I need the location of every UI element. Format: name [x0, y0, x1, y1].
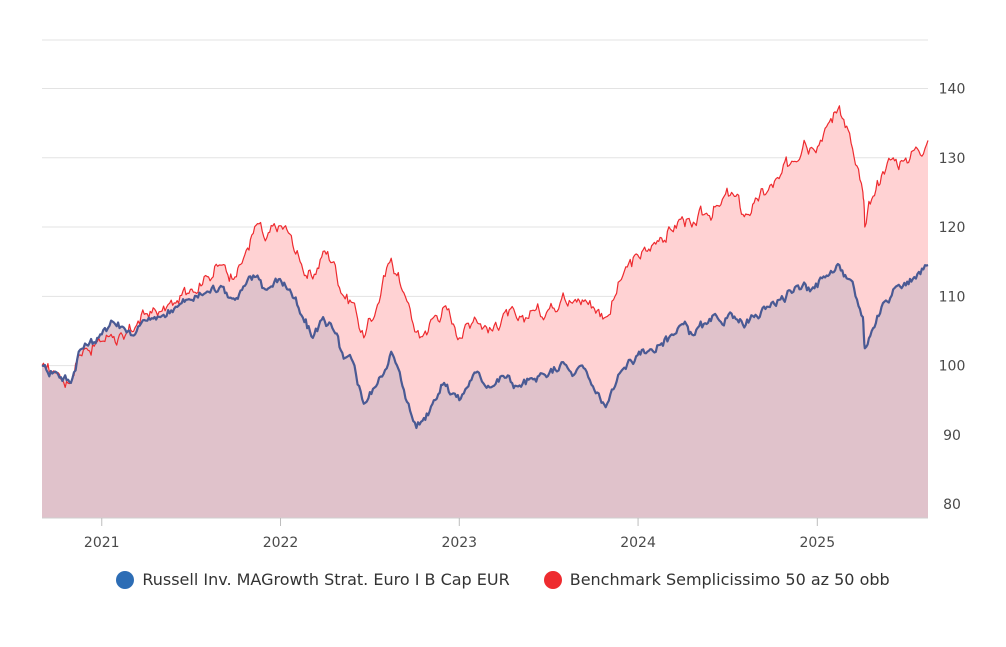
legend-marker-fund [116, 570, 135, 589]
performance-chart: 80 90 100 110 120 130 140 2021 2022 2023 2024 2025 [41, 39, 965, 551]
x-tick-label-2022: 2022 [263, 535, 299, 551]
legend-label-benchmark: Benchmark Semplicissimo 50 az 50 obb [569, 570, 890, 589]
y-tick-label-90: 90 [943, 428, 961, 444]
legend-marker-benchmark [543, 570, 562, 589]
y-tick-label-120: 120 [939, 220, 966, 236]
area-series-1 [42, 264, 928, 518]
x-tick-label-2024: 2024 [620, 535, 656, 551]
series-areas [42, 105, 928, 519]
y-tick-label-140: 140 [939, 81, 966, 97]
x-tick-label-2021: 2021 [84, 535, 120, 551]
line-series-0 [41, 105, 929, 388]
line-series-1 [41, 262, 929, 430]
legend-item-benchmark[interactable]: Benchmark Semplicissimo 50 az 50 obb [543, 570, 890, 589]
x-tick-label-2025: 2025 [799, 535, 835, 551]
series-lines [41, 105, 929, 430]
axes: 80 90 100 110 120 130 140 2021 2022 2023 2024 2025 [42, 81, 965, 551]
y-tick-label-80: 80 [943, 497, 961, 513]
x-tick-label-2023: 2023 [441, 535, 477, 551]
legend-label-fund: Russell Inv. MAGrowth Strat. Euro I B Ca… [142, 570, 510, 589]
y-tick-label-130: 130 [939, 151, 966, 167]
y-tick-label-100: 100 [939, 359, 966, 375]
y-tick-label-110: 110 [939, 289, 966, 305]
legend-item-fund[interactable]: Russell Inv. MAGrowth Strat. Euro I B Ca… [116, 570, 510, 589]
legend: Russell Inv. MAGrowth Strat. Euro I B Ca… [0, 570, 1006, 589]
